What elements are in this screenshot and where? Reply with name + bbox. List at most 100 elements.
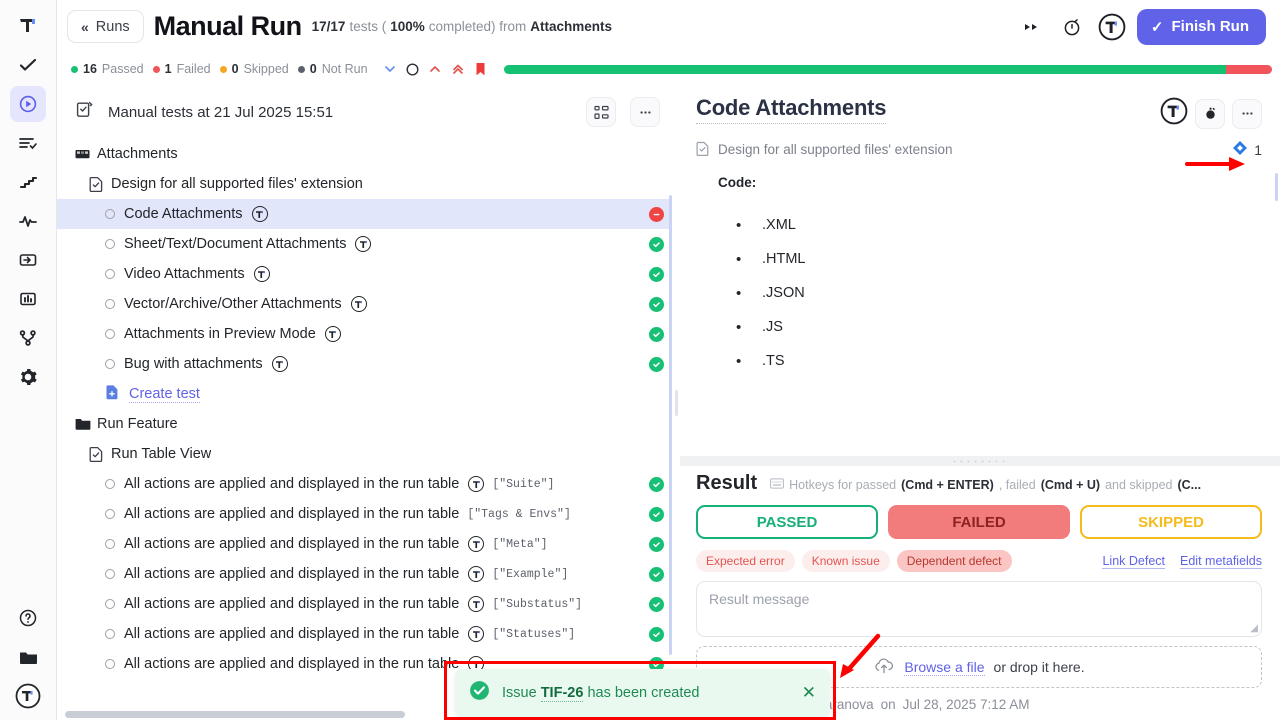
toast-issue-key[interactable]: TIF-26 — [540, 685, 584, 702]
chevron-up-icon[interactable] — [428, 62, 442, 76]
project-icon — [75, 147, 97, 161]
status-notrun: 0 Not Run — [297, 62, 368, 76]
status-badge-passed — [649, 356, 664, 372]
detail-breadcrumb[interactable]: Design for all supported files' extensio… — [718, 142, 953, 157]
chip-dependent-defect[interactable]: Dependent defect — [896, 550, 1012, 572]
jira-diamond-icon — [1232, 140, 1248, 159]
resize-grip-icon[interactable]: ◢ — [1250, 623, 1258, 634]
sidebar-item-import[interactable] — [10, 242, 46, 278]
hotkeys-skipped-key: (C... — [1177, 478, 1202, 492]
sidebar-item-analytics[interactable] — [10, 281, 46, 317]
folder-icon[interactable] — [10, 642, 46, 678]
status-badge-passed — [649, 236, 664, 252]
tree-node-test-selected[interactable]: Code Attachments — [57, 199, 672, 229]
tree-node-test[interactable]: Attachments in Preview Mode — [57, 319, 672, 349]
tree-node-folder[interactable]: Run Feature — [57, 409, 672, 439]
chip-known-issue[interactable]: Known issue — [801, 550, 890, 572]
tree-node-label: All actions are applied and displayed in… — [124, 476, 460, 492]
status-dot-notrun — [297, 65, 305, 73]
tree-scrollbar-horizontal[interactable] — [65, 711, 405, 718]
sidebar-item-settings[interactable] — [10, 359, 46, 395]
tree-scrollbar-vertical[interactable] — [669, 195, 672, 655]
tree-node-test[interactable]: All actions are applied and displayed in… — [57, 529, 672, 559]
create-test-link[interactable]: Create test — [129, 385, 200, 403]
folder-icon — [75, 417, 97, 431]
file-dropzone[interactable]: Browse a file or drop it here. — [696, 646, 1262, 688]
testit-circle-icon[interactable] — [1160, 97, 1188, 130]
tree-node-tag: ["Statuses"] — [492, 627, 576, 641]
fast-forward-icon[interactable] — [1017, 12, 1047, 42]
tree-node-test[interactable]: All actions are applied and displayed in… — [57, 619, 672, 649]
tree-structure-button[interactable] — [586, 97, 616, 127]
tree-node-project[interactable]: Attachments — [57, 139, 672, 169]
tree-node-test[interactable]: All actions are applied and displayed in… — [57, 499, 672, 529]
sidebar-item-integrations[interactable] — [10, 320, 46, 356]
status-ring-icon — [105, 209, 115, 219]
run-status-bar: 16 Passed 1 Failed 0 Skipped 0 Not Run — [57, 53, 1280, 85]
detail-more-options-button[interactable] — [1232, 98, 1262, 129]
detail-title[interactable]: Code Attachments — [696, 95, 887, 124]
status-failed-count: 1 — [164, 62, 172, 76]
defect-count-badge[interactable]: 1 — [1232, 140, 1262, 159]
back-to-runs-button[interactable]: « Runs — [67, 10, 144, 43]
result-meta-row: Expected error Known issue Dependent def… — [696, 550, 1262, 572]
tree-node-test[interactable]: Sheet/Text/Document Attachments — [57, 229, 672, 259]
tree-node-label: Vector/Archive/Other Attachments — [124, 296, 342, 312]
result-skipped-button[interactable]: SKIPPED — [1080, 505, 1262, 539]
sidebar-item-activity[interactable] — [10, 203, 46, 239]
status-badge-failed — [649, 206, 664, 222]
testit-logo-icon[interactable] — [10, 8, 46, 44]
run-meta-tests: tests ( — [349, 19, 387, 34]
tree-node-suite[interactable]: Run Table View — [57, 439, 672, 469]
sidebar-item-test-plans[interactable] — [10, 125, 46, 161]
result-failed-button[interactable]: FAILED — [888, 505, 1070, 539]
sidebar-item-runs[interactable] — [10, 86, 46, 122]
chevron-down-icon[interactable] — [383, 62, 397, 76]
tree-node-test[interactable]: All actions are applied and displayed in… — [57, 559, 672, 589]
result-splitter[interactable] — [680, 456, 1280, 466]
autotest-icon — [468, 566, 485, 582]
detail-scrollbar[interactable] — [1275, 173, 1278, 201]
tree-more-options-button[interactable] — [630, 97, 660, 127]
tree-node-suite[interactable]: Design for all supported files' extensio… — [57, 169, 672, 199]
test-tree[interactable]: Attachments Design for all supported fil… — [57, 139, 672, 720]
finish-run-button[interactable]: ✓ Finish Run — [1136, 8, 1266, 45]
edit-metafields-link[interactable]: Edit metafields — [1180, 553, 1262, 569]
question-circle-icon[interactable] — [10, 603, 46, 639]
toast-highlight-box: Issue TIF-26 has been created ✕ — [444, 661, 836, 720]
status-badge-passed — [649, 476, 664, 492]
tree-node-test[interactable]: Bug with attachments — [57, 349, 672, 379]
tree-node-test[interactable]: All actions are applied and displayed in… — [57, 469, 672, 499]
autotest-icon — [251, 206, 268, 222]
testit-circle-icon[interactable] — [1097, 12, 1127, 42]
sidebar-item-tests[interactable] — [10, 47, 46, 83]
result-message-input[interactable]: Result message ◢ — [696, 581, 1262, 637]
circle-outline-icon[interactable] — [406, 62, 419, 76]
status-ring-icon — [105, 239, 115, 249]
link-defect-link[interactable]: Link Defect — [1102, 553, 1166, 569]
status-skipped-count: 0 — [231, 62, 239, 76]
chip-expected-error[interactable]: Expected error — [696, 550, 795, 572]
testit-avatar-icon[interactable] — [10, 681, 46, 717]
result-passed-button[interactable]: PASSED — [696, 505, 878, 539]
timer-icon[interactable] — [1195, 98, 1225, 129]
create-test-row[interactable]: Create test — [57, 379, 672, 409]
browse-file-link[interactable]: Browse a file — [904, 658, 985, 676]
status-failed-label: Failed — [176, 62, 211, 76]
status-badge-passed — [649, 596, 664, 612]
tree-node-test[interactable]: Video Attachments — [57, 259, 672, 289]
progress-passed — [503, 64, 1226, 74]
list-item: .HTML — [736, 242, 1262, 276]
bookmark-icon[interactable] — [474, 62, 487, 77]
back-to-runs-label: Runs — [95, 18, 130, 35]
chevrons-up-icon[interactable] — [451, 62, 465, 76]
sidebar-item-steps[interactable] — [10, 164, 46, 200]
pane-splitter[interactable] — [672, 85, 680, 720]
tree-node-test[interactable]: All actions are applied and displayed in… — [57, 589, 672, 619]
close-icon[interactable]: ✕ — [801, 683, 816, 702]
toast-notification[interactable]: Issue TIF-26 has been created ✕ — [455, 669, 830, 717]
tree-node-label: Bug with attachments — [124, 356, 263, 372]
tree-node-test[interactable]: Vector/Archive/Other Attachments — [57, 289, 672, 319]
status-passed-label: Passed — [101, 62, 144, 76]
timer-icon[interactable] — [1057, 12, 1087, 42]
